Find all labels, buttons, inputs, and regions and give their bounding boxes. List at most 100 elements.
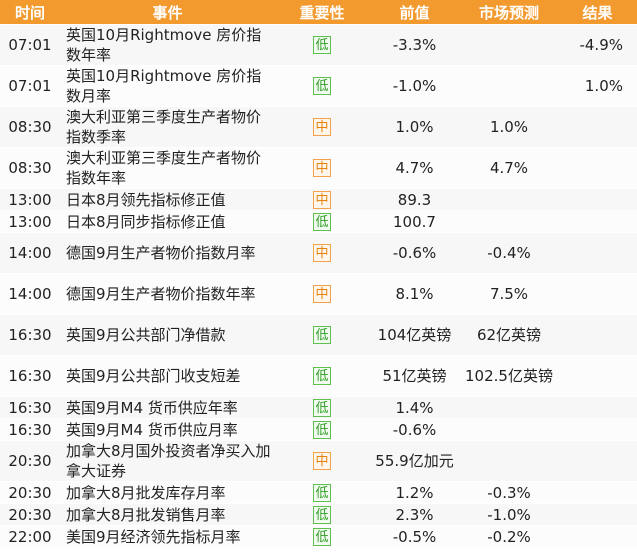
- event-name: 加拿大8月国外投资者净买入加拿大证券: [60, 440, 275, 482]
- forecast-value: [460, 440, 558, 482]
- importance-badge: 中: [313, 452, 331, 471]
- result-value: [558, 188, 637, 211]
- importance-badge: 低: [313, 212, 331, 231]
- event-time: 14:00: [0, 273, 60, 315]
- previous-value: 55.9亿加元: [369, 440, 460, 482]
- result-value: [558, 396, 637, 419]
- forecast-value: [460, 418, 558, 441]
- event-time: 14:00: [0, 232, 60, 274]
- forecast-value: [460, 188, 558, 211]
- previous-value: 51亿英镑: [369, 355, 460, 397]
- forecast-value: -0.4%: [460, 232, 558, 274]
- importance-cell: 低: [275, 210, 369, 233]
- importance-cell: 低: [275, 314, 369, 356]
- event-name: 澳大利亚第三季度生产者物价指数年率: [60, 147, 275, 189]
- event-name: 英国9月M4 货币供应年率: [60, 396, 275, 419]
- importance-badge: 低: [313, 398, 331, 417]
- result-value: [558, 503, 637, 526]
- table-row: 08:30 澳大利亚第三季度生产者物价指数季率 中 1.0% 1.0%: [0, 106, 637, 148]
- previous-value: 100.7: [369, 210, 460, 233]
- forecast-value: 1.0%: [460, 106, 558, 148]
- event-name: 英国9月公共部门收支短差: [60, 355, 275, 397]
- importance-cell: 低: [275, 24, 369, 66]
- table-row: 20:30 加拿大8月批发库存月率 低 1.2% -0.3%: [0, 481, 637, 504]
- previous-value: -0.6%: [369, 232, 460, 274]
- event-time: 20:30: [0, 503, 60, 526]
- result-value: [558, 210, 637, 233]
- importance-cell: 低: [275, 355, 369, 397]
- header-previous: 前值: [369, 0, 460, 25]
- importance-badge: 中: [313, 118, 331, 137]
- event-time: 08:30: [0, 106, 60, 148]
- event-time: 20:30: [0, 481, 60, 504]
- header-time: 时间: [0, 0, 60, 25]
- table-row: 13:00 日本8月领先指标修正值 中 89.3: [0, 188, 637, 211]
- event-time: 13:00: [0, 210, 60, 233]
- event-name: 德国9月生产者物价指数月率: [60, 232, 275, 274]
- result-value: [558, 232, 637, 274]
- event-name: 德国9月生产者物价指数年率: [60, 273, 275, 315]
- forecast-value: [460, 65, 558, 107]
- event-time: 16:30: [0, 418, 60, 441]
- importance-badge: 低: [313, 527, 331, 546]
- table-row: 16:30 英国9月M4 货币供应月率 低 -0.6%: [0, 418, 637, 441]
- result-value: [558, 147, 637, 189]
- importance-badge: 中: [313, 285, 331, 304]
- table-row: 20:30 加拿大8月批发销售月率 低 2.3% -1.0%: [0, 503, 637, 526]
- result-value: [558, 481, 637, 504]
- previous-value: -0.6%: [369, 418, 460, 441]
- event-name: 日本8月同步指标修正值: [60, 210, 275, 233]
- event-time: 07:01: [0, 65, 60, 107]
- event-time: 07:01: [0, 24, 60, 66]
- header-forecast: 市场预测: [460, 0, 558, 25]
- importance-cell: 中: [275, 440, 369, 482]
- importance-cell: 中: [275, 232, 369, 274]
- forecast-value: -0.3%: [460, 481, 558, 504]
- previous-value: -1.0%: [369, 65, 460, 107]
- event-time: 13:00: [0, 188, 60, 211]
- event-time: 16:30: [0, 314, 60, 356]
- table-body: 07:01 英国10月Rightmove 房价指数年率低 -3.3% -4.9% 07:…: [0, 24, 637, 547]
- table-row: 16:30 英国9月公共部门收支短差 低 51亿英镑 102.5亿英镑: [0, 355, 637, 397]
- header-result: 结果: [558, 0, 637, 25]
- event-name: 美国9月经济领先指标月率: [60, 525, 275, 547]
- event-name: 英国9月公共部门净借款: [60, 314, 275, 356]
- table-row: 08:30 澳大利亚第三季度生产者物价指数年率 中 4.7% 4.7%: [0, 147, 637, 189]
- importance-cell: 低: [275, 525, 369, 547]
- event-name: 英国10月Rightmove 房价指数月率: [60, 65, 275, 107]
- importance-badge: 低: [313, 367, 331, 386]
- table-row: 13:00 日本8月同步指标修正值 低 100.7: [0, 210, 637, 233]
- importance-badge: 中: [313, 190, 331, 209]
- previous-value: 1.0%: [369, 106, 460, 148]
- result-value: [558, 314, 637, 356]
- importance-cell: 中: [275, 188, 369, 211]
- event-time: 20:30: [0, 440, 60, 482]
- previous-value: 104亿英镑: [369, 314, 460, 356]
- forecast-value: 102.5亿英镑: [460, 355, 558, 397]
- result-value: [558, 440, 637, 482]
- event-name: 英国10月Rightmove 房价指数年率: [60, 24, 275, 66]
- forecast-value: [460, 24, 558, 66]
- previous-value: 2.3%: [369, 503, 460, 526]
- forecast-value: [460, 396, 558, 419]
- table-row: 14:00 德国9月生产者物价指数年率 中 8.1% 7.5%: [0, 273, 637, 315]
- event-time: 22:00: [0, 525, 60, 547]
- table-row: 14:00 德国9月生产者物价指数月率 中 -0.6% -0.4%: [0, 232, 637, 274]
- importance-badge: 低: [313, 420, 331, 439]
- forecast-value: -1.0%: [460, 503, 558, 526]
- result-value: [558, 273, 637, 315]
- result-value: [558, 418, 637, 441]
- importance-badge: 中: [313, 159, 331, 178]
- result-value: 1.0%: [558, 65, 637, 107]
- table-row: 07:01 英国10月Rightmove 房价指数月率 低 -1.0% 1.0%: [0, 65, 637, 107]
- importance-cell: 低: [275, 396, 369, 419]
- previous-value: 89.3: [369, 188, 460, 211]
- forecast-value: 4.7%: [460, 147, 558, 189]
- table-row: 07:01 英国10月Rightmove 房价指数年率 低 -3.3% -4.9%: [0, 24, 637, 66]
- importance-cell: 低: [275, 503, 369, 526]
- importance-cell: 低: [275, 418, 369, 441]
- previous-value: 4.7%: [369, 147, 460, 189]
- table-row: 22:00 美国9月经济领先指标月率 低 -0.5% -0.2%: [0, 525, 637, 547]
- importance-badge: 低: [313, 77, 331, 96]
